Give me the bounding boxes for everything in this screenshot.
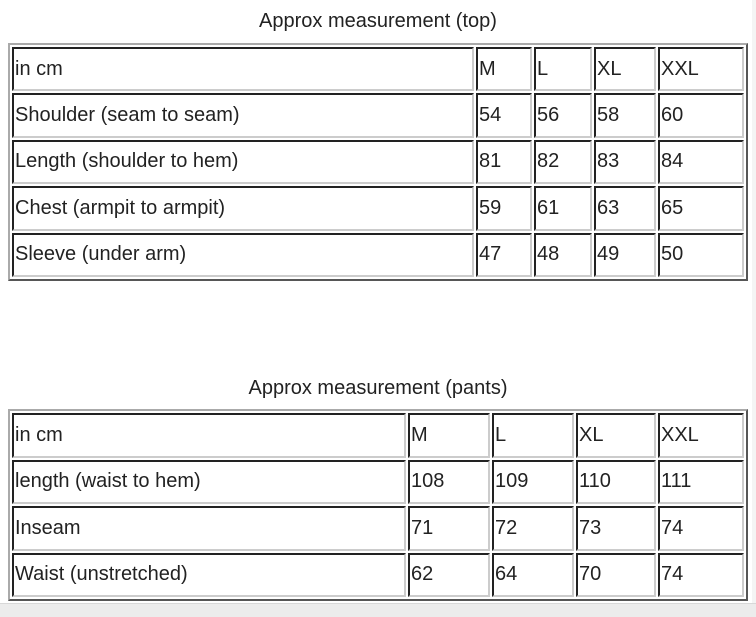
table-row: Sleeve (under arm) 47 48 49 50 (12, 232, 744, 277)
bottom-bar (0, 603, 756, 617)
row-label-cell: Length (shoulder to hem) (12, 139, 474, 185)
value-cell: M (476, 47, 532, 92)
value-cell: 110 (576, 459, 656, 504)
value-cell: 56 (534, 93, 592, 138)
value-cell: 61 (534, 186, 592, 231)
value-cell: 63 (594, 186, 656, 231)
value-cell: XXL (658, 47, 744, 92)
value-cell: 108 (408, 459, 490, 504)
page-edge (752, 0, 756, 603)
table-row: Waist (unstretched) 62 64 70 74 (12, 552, 744, 597)
value-cell: XXL (658, 413, 744, 458)
value-cell: 83 (594, 139, 656, 185)
value-cell: 81 (476, 139, 532, 185)
value-cell: 73 (576, 506, 656, 551)
value-cell: 74 (658, 506, 744, 551)
top-measurement-table: in cm M L XL XXL Shoulder (seam to seam) 54 56 5… (8, 43, 748, 281)
value-cell: L (492, 413, 574, 458)
row-label-cell: Chest (armpit to armpit) (12, 186, 474, 231)
value-cell: L (534, 47, 592, 92)
value-cell: 82 (534, 139, 592, 185)
value-cell: 70 (576, 552, 656, 597)
table-row: Inseam 71 72 73 74 (12, 506, 744, 551)
value-cell: 65 (658, 186, 744, 231)
row-label-cell: Sleeve (under arm) (12, 232, 474, 277)
value-cell: 49 (594, 232, 656, 277)
table-row: Chest (armpit to armpit) 59 61 63 65 (12, 186, 744, 231)
table-row: length (waist to hem) 108 109 110 111 (12, 459, 744, 504)
header-row: in cm M L XL XXL (12, 47, 744, 92)
value-cell: 48 (534, 232, 592, 277)
value-cell: M (408, 413, 490, 458)
value-cell: 60 (658, 93, 744, 138)
value-cell: 109 (492, 459, 574, 504)
row-label-cell: length (waist to hem) (12, 459, 406, 504)
value-cell: 58 (594, 93, 656, 138)
row-label-cell: Inseam (12, 506, 406, 551)
row-label-cell: Waist (unstretched) (12, 552, 406, 597)
pants-measurement-table: in cm M L XL XXL length (waist to hem) 108 109 1… (8, 409, 748, 601)
value-cell: 54 (476, 93, 532, 138)
value-cell: 59 (476, 186, 532, 231)
row-label-cell: in cm (12, 47, 474, 92)
value-cell: 111 (658, 459, 744, 504)
value-cell: 72 (492, 506, 574, 551)
value-cell: 64 (492, 552, 574, 597)
value-cell: 84 (658, 139, 744, 185)
pants-table-title: Approx measurement (pants) (248, 377, 508, 399)
value-cell: XL (576, 413, 656, 458)
row-label-cell: in cm (12, 413, 406, 458)
value-cell: 50 (658, 232, 744, 277)
value-cell: 74 (658, 552, 744, 597)
value-cell: 71 (408, 506, 490, 551)
header-row: in cm M L XL XXL (12, 413, 744, 458)
value-cell: 62 (408, 552, 490, 597)
top-table-title: Approx measurement (top) (259, 10, 497, 32)
value-cell: XL (594, 47, 656, 92)
table-row: Shoulder (seam to seam) 54 56 58 60 (12, 93, 744, 138)
table-row: Length (shoulder to hem) 81 82 83 84 (12, 139, 744, 185)
row-label-cell: Shoulder (seam to seam) (12, 93, 474, 138)
value-cell: 47 (476, 232, 532, 277)
